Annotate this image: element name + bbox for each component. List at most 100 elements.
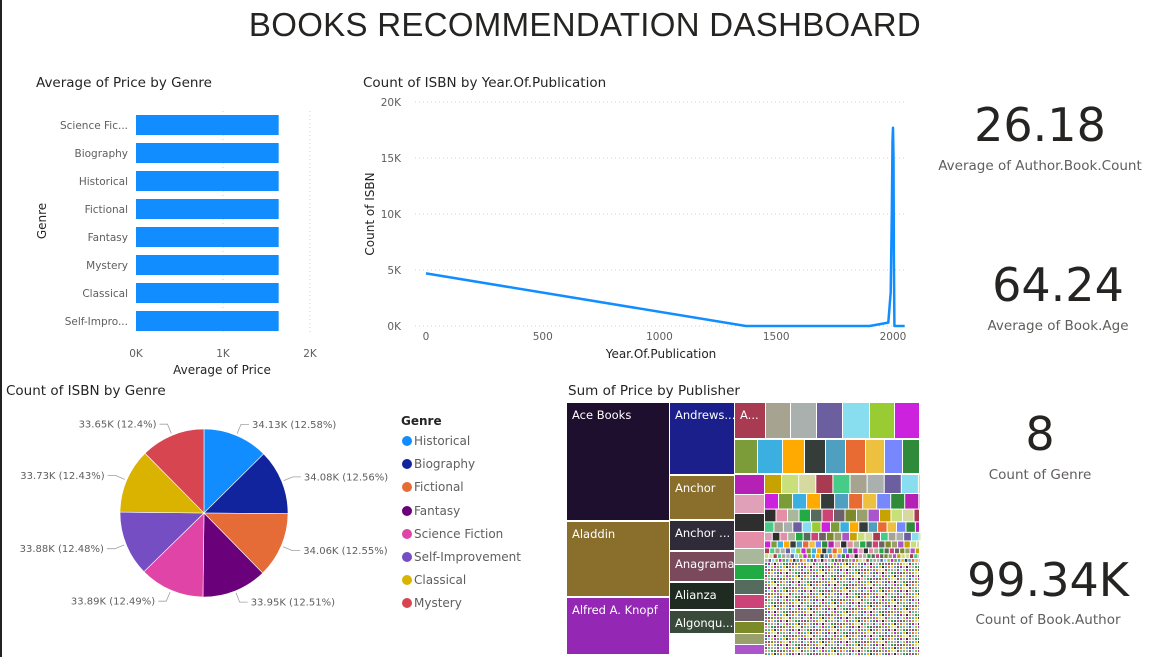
treemap-tile[interactable] xyxy=(822,620,824,623)
treemap-tile[interactable] xyxy=(768,620,770,623)
treemap-tile[interactable] xyxy=(798,590,800,593)
treemap-tile[interactable] xyxy=(780,611,782,614)
treemap-tile[interactable] xyxy=(885,617,887,620)
treemap-tile[interactable] xyxy=(876,578,878,581)
treemap-tile[interactable] xyxy=(914,554,918,558)
treemap-tile[interactable] xyxy=(882,587,884,590)
treemap-tile[interactable] xyxy=(888,626,890,629)
treemap-tile[interactable] xyxy=(879,617,881,620)
treemap-tile[interactable] xyxy=(915,569,917,572)
treemap-tile[interactable] xyxy=(792,635,794,638)
treemap-tile[interactable] xyxy=(567,522,669,596)
treemap-tile[interactable] xyxy=(825,623,827,626)
treemap-tile[interactable] xyxy=(906,522,915,532)
treemap-tile[interactable] xyxy=(876,596,878,599)
treemap-tile[interactable] xyxy=(801,638,803,641)
treemap-tile[interactable] xyxy=(867,647,869,650)
treemap-tile[interactable] xyxy=(843,572,845,575)
treemap-tile[interactable] xyxy=(843,584,845,587)
treemap-tile[interactable] xyxy=(819,632,821,635)
treemap-tile[interactable] xyxy=(915,623,917,626)
treemap-tile[interactable] xyxy=(807,629,809,632)
bar[interactable] xyxy=(136,143,279,163)
treemap-tile[interactable] xyxy=(870,644,872,647)
treemap-tile[interactable] xyxy=(777,599,779,602)
treemap-tile[interactable] xyxy=(891,584,893,587)
treemap-tile[interactable] xyxy=(876,587,878,590)
treemap-tile[interactable] xyxy=(804,596,806,599)
treemap-tile[interactable] xyxy=(798,623,800,626)
treemap-tile[interactable] xyxy=(863,494,877,509)
treemap-tile[interactable] xyxy=(807,608,809,611)
treemap-tile[interactable] xyxy=(846,638,848,641)
treemap-tile[interactable] xyxy=(771,584,773,587)
treemap-tile[interactable] xyxy=(858,590,860,593)
treemap-tile[interactable] xyxy=(765,584,767,587)
treemap-tile[interactable] xyxy=(771,635,773,638)
treemap-tile[interactable] xyxy=(801,581,803,584)
treemap-tile[interactable] xyxy=(840,587,842,590)
treemap-tile[interactable] xyxy=(789,638,791,641)
treemap-tile[interactable] xyxy=(837,617,839,620)
treemap-tile[interactable] xyxy=(912,581,914,584)
treemap-tile[interactable] xyxy=(828,562,830,566)
treemap-tile[interactable] xyxy=(906,638,908,641)
treemap-tile[interactable] xyxy=(798,587,800,590)
treemap-tile[interactable] xyxy=(798,608,800,611)
treemap-tile[interactable] xyxy=(826,532,834,541)
treemap-tile[interactable] xyxy=(880,558,883,562)
treemap-tile[interactable] xyxy=(777,611,779,614)
treemap-tile[interactable] xyxy=(885,602,887,605)
treemap-tile[interactable] xyxy=(906,650,908,653)
treemap-tile[interactable] xyxy=(891,647,893,650)
treemap-tile[interactable] xyxy=(820,558,824,562)
treemap-tile[interactable] xyxy=(837,596,839,599)
treemap-tile[interactable] xyxy=(774,587,776,590)
treemap-tile[interactable] xyxy=(879,596,881,599)
treemap-tile[interactable] xyxy=(852,587,854,590)
treemap-tile[interactable] xyxy=(885,581,887,584)
treemap-tile[interactable] xyxy=(798,593,800,596)
treemap-tile[interactable] xyxy=(798,596,800,599)
treemap-tile[interactable] xyxy=(888,562,890,566)
treemap-tile[interactable] xyxy=(807,605,809,608)
treemap-tile[interactable] xyxy=(819,653,821,655)
treemap-tile[interactable] xyxy=(783,635,785,638)
treemap-tile[interactable] xyxy=(783,644,785,647)
treemap-tile[interactable] xyxy=(768,569,770,572)
treemap-tile[interactable] xyxy=(846,590,848,593)
treemap-tile[interactable] xyxy=(825,578,827,581)
treemap-tile[interactable] xyxy=(852,647,854,650)
treemap-tile[interactable] xyxy=(861,614,863,617)
treemap-tile[interactable] xyxy=(792,653,794,655)
treemap-tile[interactable] xyxy=(801,602,803,605)
treemap-tile[interactable] xyxy=(822,614,824,617)
treemap-tile[interactable] xyxy=(804,581,806,584)
treemap-tile[interactable] xyxy=(840,522,849,532)
treemap-tile[interactable] xyxy=(849,647,851,650)
treemap-tile[interactable] xyxy=(783,599,785,602)
treemap-tile[interactable] xyxy=(771,644,773,647)
treemap-tile[interactable] xyxy=(819,620,821,623)
treemap-tile[interactable] xyxy=(903,614,905,617)
treemap-tile[interactable] xyxy=(846,599,848,602)
treemap-tile[interactable] xyxy=(838,558,841,562)
treemap-tile[interactable] xyxy=(918,644,919,647)
treemap-tile[interactable] xyxy=(867,581,869,584)
treemap-tile[interactable] xyxy=(879,566,881,569)
treemap-tile[interactable] xyxy=(897,602,899,605)
treemap-tile[interactable] xyxy=(804,587,806,590)
treemap-tile[interactable] xyxy=(789,641,791,644)
treemap-tile[interactable] xyxy=(903,632,905,635)
treemap-tile[interactable] xyxy=(777,554,782,558)
treemap-tile[interactable] xyxy=(875,554,880,558)
treemap-tile[interactable] xyxy=(885,638,887,641)
treemap-tile[interactable] xyxy=(900,593,902,596)
treemap-tile[interactable] xyxy=(867,632,869,635)
treemap-tile[interactable] xyxy=(765,653,767,655)
treemap-tile[interactable] xyxy=(813,581,815,584)
treemap-tile[interactable] xyxy=(891,623,893,626)
treemap-tile[interactable] xyxy=(774,653,776,655)
treemap-tile[interactable] xyxy=(879,562,881,566)
treemap-tile[interactable] xyxy=(765,614,767,617)
